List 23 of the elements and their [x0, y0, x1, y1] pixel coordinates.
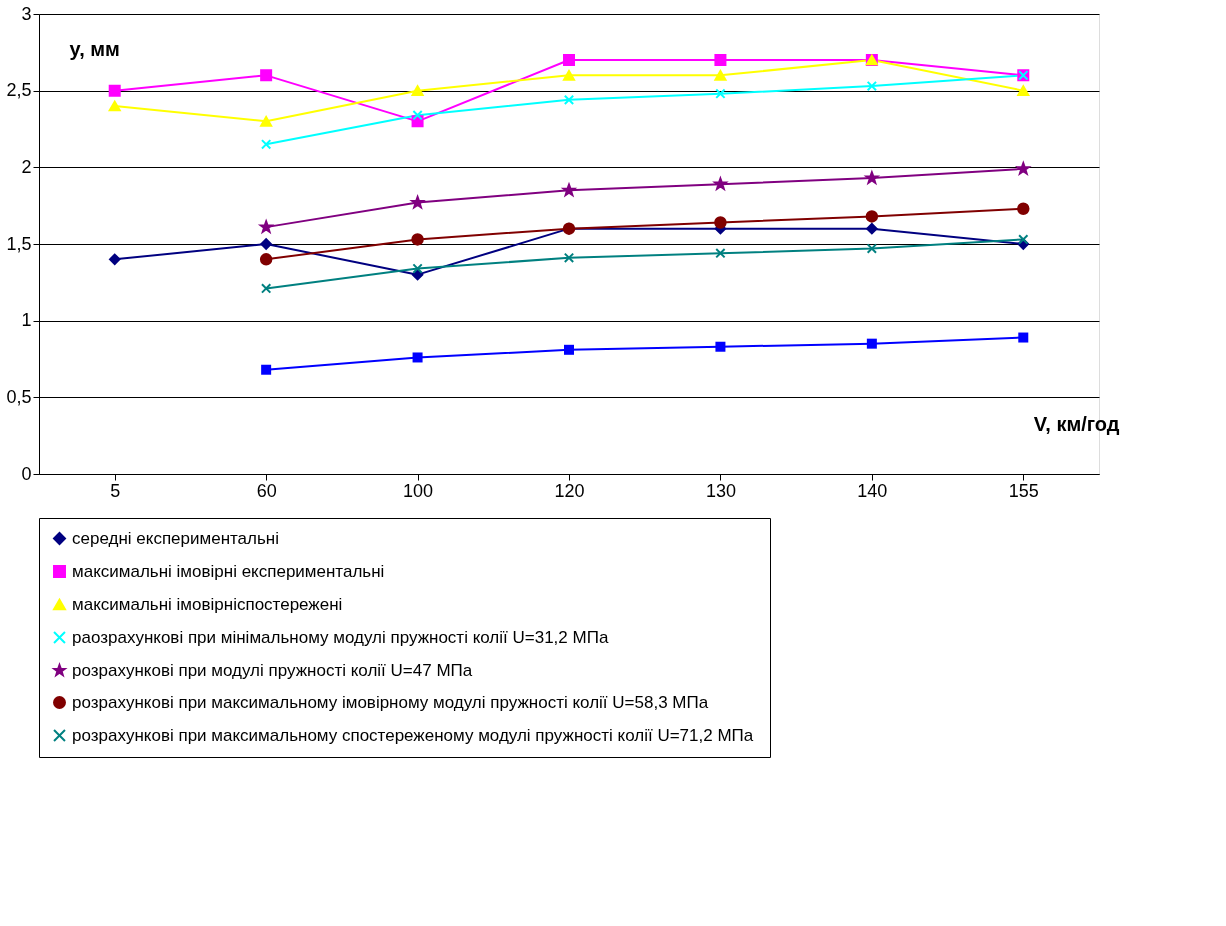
- y-tick-label: 1,5: [6, 233, 32, 254]
- legend-label: середні експериментальні: [72, 528, 280, 548]
- y-axis-title: y, мм: [69, 37, 120, 60]
- x-axis-title: V, км/год: [1033, 412, 1120, 435]
- legend-label: раозрахункові при мінімальному модулі пружності колії U=31,2 МПа: [72, 627, 609, 647]
- x-tick-label: 5: [110, 480, 121, 501]
- legend-label: розрахункові при максимальному спостереженому модулі пружності колії U=71,2 МПа: [72, 725, 754, 745]
- x-tick-label: 120: [554, 480, 585, 501]
- legend-label: максимальні імовірніспостережені: [72, 594, 343, 614]
- y-tick-label: 2,5: [6, 80, 32, 101]
- legend-label: розрахункові при максимальному імовірному модулі пружності колії U=58,3 МПа: [72, 692, 709, 712]
- x-tick-label: 60: [256, 480, 277, 501]
- legend-label: максимальні імовірні експериментальні: [72, 561, 385, 581]
- x-tick-label: 130: [705, 480, 736, 501]
- x-tick-label: 140: [857, 480, 888, 501]
- x-tick-label: 100: [403, 480, 434, 501]
- y-tick-label: 0: [21, 463, 32, 484]
- y-tick-label: 2: [21, 156, 32, 177]
- y-tick-label: 0,5: [6, 386, 32, 407]
- x-tick-label: 155: [1008, 480, 1039, 501]
- legend-label: розрахункові при модулі пружності колії U=47 МПа: [72, 660, 473, 680]
- y-tick-label: 1: [21, 310, 32, 331]
- y-tick-label: 3: [21, 3, 32, 24]
